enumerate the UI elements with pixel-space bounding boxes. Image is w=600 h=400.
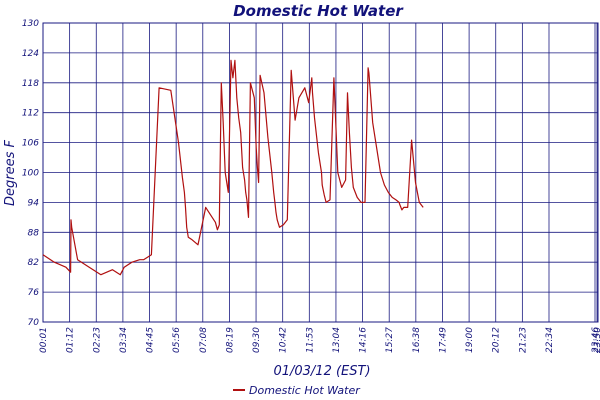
- x-tick-label: 02:23: [92, 327, 102, 353]
- y-tick-label: 130: [22, 19, 39, 29]
- x-tick-label: 00:01: [39, 327, 49, 353]
- y-tick-label: 100: [22, 169, 39, 179]
- legend-label: Domestic Hot Water: [249, 384, 361, 397]
- x-tick-label: 14:16: [359, 327, 369, 353]
- x-tick-label: 17:49: [438, 327, 448, 353]
- x-tick-label: 23:50: [593, 327, 600, 353]
- x-tick-label: 15:27: [385, 327, 395, 353]
- y-tick-label: 124: [22, 49, 39, 59]
- x-tick-label: 10:42: [279, 327, 289, 353]
- x-tick-label: 21:23: [518, 327, 528, 353]
- x-tick-label: 23:46: [591, 327, 600, 353]
- y-axis-label: Degrees F: [3, 139, 18, 206]
- y-tick-labels: 70 76 82 88 94 100 106 112 118 124 130: [22, 19, 39, 328]
- x-tick-label: 16:38: [412, 327, 422, 353]
- x-tick-label: 01:12: [66, 327, 76, 353]
- x-tick-label: 19:00: [465, 327, 475, 353]
- y-tick-label: 112: [22, 109, 39, 119]
- grid-lines: [42, 22, 599, 323]
- y-tick-label: 76: [28, 288, 40, 298]
- x-tick-label: 04:45: [146, 327, 156, 353]
- x-tick-label: 07:08: [199, 327, 209, 353]
- series-line-domestic-hot-water: [42, 59, 424, 276]
- y-tick-label: 106: [22, 139, 39, 149]
- x-tick-label: 22:34: [545, 327, 555, 353]
- x-tick-labels: 00:01 01:12 02:23 03:34 04:45 05:56 07:08 08:19…: [39, 327, 600, 353]
- x-tick-label: 03:34: [119, 327, 129, 353]
- chart-title: Domestic Hot Water: [233, 2, 404, 20]
- y-tick-label: 88: [28, 228, 40, 238]
- y-tick-label: 70: [28, 318, 40, 328]
- y-tick-label: 94: [28, 198, 40, 208]
- x-tick-label: 20:12: [492, 327, 502, 353]
- legend: Domestic Hot Water: [233, 384, 361, 397]
- x-tick-label: 05:56: [172, 327, 182, 353]
- x-tick-label: 09:30: [252, 327, 262, 353]
- y-tick-label: 82: [28, 258, 40, 268]
- y-tick-label: 118: [22, 79, 39, 89]
- x-axis-label: 01/03/12 (EST): [273, 364, 370, 379]
- x-tick-label: 08:19: [225, 327, 235, 353]
- x-tick-label: 11:53: [305, 327, 315, 353]
- x-tick-label: 13:04: [332, 327, 342, 353]
